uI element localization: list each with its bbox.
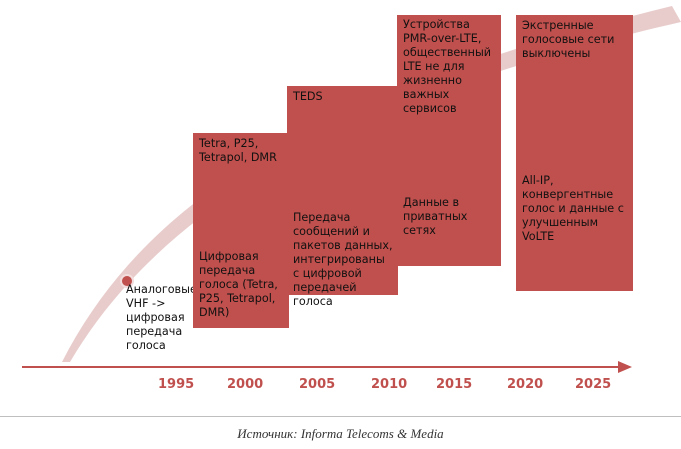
column-3-top-text: Устройства PMR-over-LTE, общественный LT…: [403, 18, 492, 115]
timeline-arrowhead: [618, 361, 632, 373]
column-2-bottom-text: Передача сообщений и пакетов данных, инт…: [293, 211, 393, 308]
column-1-bottom-text: Цифровая передача голоса (Tetra, P25, Te…: [199, 250, 278, 319]
year-label-2025: 2025: [575, 377, 612, 392]
column-1-top-text: Tetra, P25, Tetrapol, DMR: [199, 137, 277, 164]
source-caption: Источник: Informa Telecoms & Media: [237, 426, 444, 441]
start-label: Аналоговые VHF -> цифровая передача голо…: [126, 283, 197, 352]
year-label-2005: 2005: [299, 377, 336, 392]
year-label-2000: 2000: [227, 377, 264, 392]
column-box-1: Tetra, P25, Tetrapol, DMR Цифровая перед…: [193, 133, 289, 328]
source-divider: [0, 416, 681, 417]
column-4-bottom-text: All-IP, конвергентные голос и данные с у…: [522, 174, 624, 243]
year-label-2020: 2020: [507, 377, 544, 392]
year-label-2015: 2015: [436, 377, 473, 392]
column-box-4: Экстренные голосовые сети выключены All-…: [516, 15, 633, 291]
column-2-top-text: TEDS: [293, 90, 323, 103]
year-label-2010: 2010: [371, 377, 408, 392]
year-label-1995: 1995: [158, 377, 195, 392]
column-3-bottom-text: Данные в приватных сетях: [403, 196, 468, 237]
column-box-3: Устройства PMR-over-LTE, общественный LT…: [397, 15, 501, 266]
column-4-top-text: Экстренные голосовые сети выключены: [522, 19, 615, 60]
column-box-2: TEDS Передача сообщений и пакетов данных…: [287, 86, 398, 308]
start-marker: [120, 274, 134, 288]
